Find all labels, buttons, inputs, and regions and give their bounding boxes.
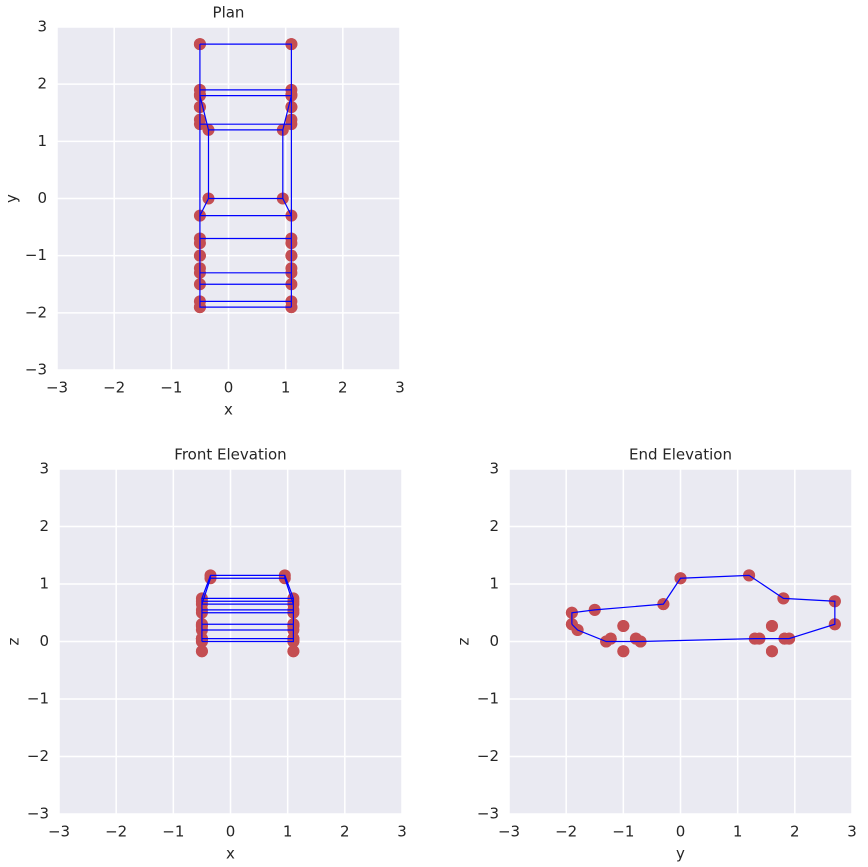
y-tick-label: 2 <box>39 517 49 535</box>
y-tick-label: 0 <box>489 632 499 650</box>
x-tick-label: 2 <box>338 379 348 397</box>
point <box>195 645 208 658</box>
x-tick-label: −3 <box>48 823 70 841</box>
y-tick-label: 1 <box>37 132 47 150</box>
y-tick-label: −1 <box>477 690 499 708</box>
x-tick-label: −1 <box>160 379 182 397</box>
point <box>629 632 642 645</box>
chart-title: Plan <box>213 4 245 22</box>
x-tick-label: 1 <box>283 823 293 841</box>
x-tick-label: −1 <box>612 823 634 841</box>
x-tick-label: 1 <box>281 379 291 397</box>
point <box>765 645 778 658</box>
x-tick-label: 2 <box>790 823 800 841</box>
y-tick-label: 3 <box>39 460 49 478</box>
y-tick-label: 2 <box>37 75 47 93</box>
x-tick-label: 0 <box>224 379 234 397</box>
y-tick-label: −1 <box>27 690 49 708</box>
chart-title: End Elevation <box>629 446 732 464</box>
y-tick-label: −2 <box>27 747 49 765</box>
point <box>765 619 778 632</box>
x-tick-label: 3 <box>397 823 407 841</box>
x-tick-label: −2 <box>105 823 127 841</box>
x-axis-label: y <box>676 845 685 863</box>
mesh-line <box>571 574 836 643</box>
x-tick-label: 3 <box>847 823 857 841</box>
point <box>617 619 630 632</box>
y-tick-label: −3 <box>25 361 47 379</box>
x-axis-label: x <box>226 845 235 863</box>
x-tick-label: 2 <box>340 823 350 841</box>
y-axis-label: z <box>455 637 473 645</box>
y-tick-label: −2 <box>477 747 499 765</box>
y-tick-label: 3 <box>37 18 47 36</box>
x-tick-label: −1 <box>162 823 184 841</box>
x-axis-label: x <box>224 401 233 419</box>
x-tick-label: 3 <box>395 379 405 397</box>
x-tick-label: 0 <box>226 823 236 841</box>
x-tick-label: 1 <box>733 823 743 841</box>
y-tick-label: 3 <box>489 460 499 478</box>
y-tick-label: 1 <box>489 575 499 593</box>
x-tick-label: −2 <box>555 823 577 841</box>
y-tick-label: −3 <box>27 805 49 823</box>
x-tick-label: −3 <box>46 379 68 397</box>
x-tick-label: −3 <box>498 823 520 841</box>
point <box>287 645 300 658</box>
mesh-line <box>201 574 294 643</box>
mesh-line <box>198 43 292 308</box>
y-tick-label: 1 <box>39 575 49 593</box>
y-tick-label: −3 <box>477 805 499 823</box>
y-axis-label: z <box>5 637 23 645</box>
y-tick-label: 2 <box>489 517 499 535</box>
y-tick-label: −1 <box>25 246 47 264</box>
y-axis-label: y <box>3 194 21 203</box>
x-tick-label: 0 <box>676 823 686 841</box>
x-tick-label: −2 <box>103 379 125 397</box>
y-tick-label: 0 <box>39 632 49 650</box>
y-tick-label: −2 <box>25 303 47 321</box>
y-tick-label: 0 <box>37 189 47 207</box>
point <box>604 632 617 645</box>
point <box>617 645 630 658</box>
chart-title: Front Elevation <box>174 446 286 464</box>
